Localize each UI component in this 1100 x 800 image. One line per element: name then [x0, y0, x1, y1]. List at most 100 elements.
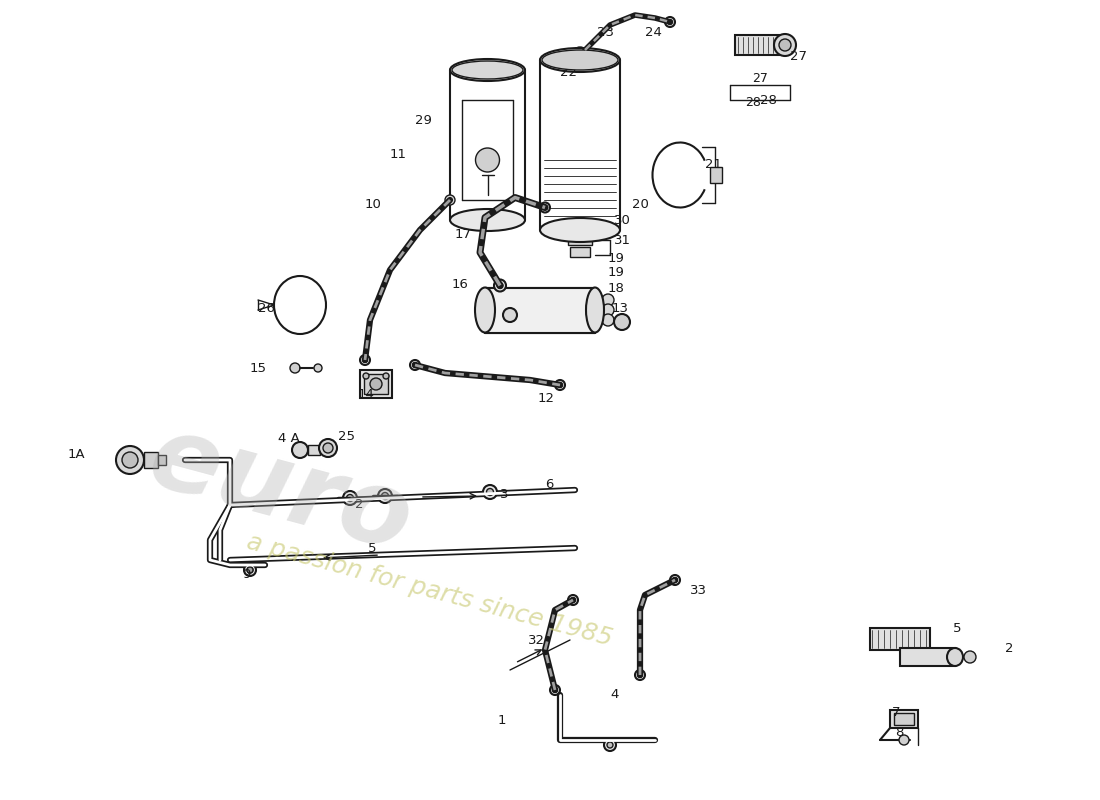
Circle shape [556, 380, 565, 390]
Text: 12: 12 [538, 391, 556, 405]
Circle shape [248, 567, 253, 573]
Circle shape [614, 314, 630, 330]
Text: 20: 20 [632, 198, 649, 211]
Circle shape [558, 382, 562, 387]
Text: 27: 27 [752, 71, 768, 85]
Text: 24: 24 [645, 26, 662, 38]
Circle shape [607, 742, 613, 748]
Text: 5: 5 [953, 622, 961, 634]
Text: 1A: 1A [68, 449, 86, 462]
Text: 4: 4 [610, 689, 618, 702]
Circle shape [446, 195, 455, 205]
Text: 31: 31 [614, 234, 631, 246]
Circle shape [542, 205, 548, 210]
Circle shape [670, 575, 680, 585]
Text: 13: 13 [612, 302, 629, 314]
Circle shape [122, 452, 138, 468]
Text: 22: 22 [560, 66, 578, 78]
Text: 19: 19 [608, 266, 625, 278]
Circle shape [248, 567, 253, 573]
Bar [144, 452, 158, 468]
Text: 8: 8 [895, 726, 903, 738]
Circle shape [604, 739, 616, 751]
Text: 15: 15 [250, 362, 267, 374]
Circle shape [571, 598, 575, 602]
Circle shape [116, 446, 144, 474]
Ellipse shape [586, 287, 604, 333]
Circle shape [899, 735, 909, 745]
Circle shape [483, 485, 497, 499]
Text: 10: 10 [365, 198, 382, 211]
Bar [900, 648, 955, 666]
Circle shape [378, 489, 392, 503]
Circle shape [552, 687, 558, 693]
Text: 33: 33 [690, 583, 707, 597]
Text: 26: 26 [258, 302, 275, 314]
Circle shape [602, 294, 614, 306]
Circle shape [363, 373, 368, 379]
Text: 6: 6 [544, 478, 553, 491]
Bar [568, 235, 592, 245]
Ellipse shape [947, 648, 962, 666]
Text: 28: 28 [760, 94, 777, 106]
Circle shape [370, 378, 382, 390]
Text: 27: 27 [790, 50, 807, 63]
Bar [364, 374, 388, 394]
Circle shape [486, 489, 494, 495]
Text: 7: 7 [892, 706, 901, 718]
Circle shape [672, 578, 678, 582]
Ellipse shape [450, 209, 525, 231]
Text: 28: 28 [745, 97, 761, 110]
Circle shape [319, 439, 337, 457]
Circle shape [382, 493, 388, 499]
Text: 23: 23 [597, 26, 614, 38]
Circle shape [412, 362, 418, 367]
Bar [735, 35, 785, 55]
Circle shape [292, 442, 308, 458]
Text: 21: 21 [705, 158, 722, 171]
Text: 16: 16 [452, 278, 469, 291]
Circle shape [383, 373, 389, 379]
Circle shape [497, 282, 503, 289]
Circle shape [494, 279, 506, 291]
Text: 9: 9 [242, 569, 251, 582]
Circle shape [568, 595, 578, 605]
Text: euro: euro [138, 406, 422, 574]
Text: a passion for parts since 1985: a passion for parts since 1985 [244, 530, 616, 650]
Text: 18: 18 [608, 282, 625, 294]
Bar [570, 247, 590, 257]
Text: 25: 25 [338, 430, 355, 443]
Ellipse shape [540, 218, 620, 242]
Circle shape [666, 17, 675, 27]
Circle shape [575, 50, 585, 60]
Text: 32: 32 [528, 634, 544, 646]
Text: 14: 14 [358, 389, 375, 402]
Circle shape [410, 360, 420, 370]
Circle shape [343, 491, 358, 505]
Circle shape [638, 673, 642, 678]
Bar [360, 370, 392, 398]
Circle shape [475, 148, 499, 172]
Text: 4 A: 4 A [278, 431, 299, 445]
Text: 5: 5 [368, 542, 376, 554]
Circle shape [779, 39, 791, 51]
Circle shape [244, 564, 256, 576]
Circle shape [323, 443, 333, 453]
Text: 11: 11 [390, 149, 407, 162]
Circle shape [602, 314, 614, 326]
Text: 30: 30 [614, 214, 631, 226]
Circle shape [774, 34, 796, 56]
Bar [308, 445, 320, 455]
Text: 19: 19 [608, 251, 625, 265]
Circle shape [550, 685, 560, 695]
Bar [485, 287, 595, 333]
Ellipse shape [475, 287, 495, 333]
Circle shape [314, 364, 322, 372]
Circle shape [668, 19, 672, 25]
Circle shape [540, 202, 550, 213]
Circle shape [503, 308, 517, 322]
Text: 1: 1 [498, 714, 506, 726]
Circle shape [964, 651, 976, 663]
Ellipse shape [540, 48, 620, 72]
Text: 2: 2 [1005, 642, 1013, 654]
